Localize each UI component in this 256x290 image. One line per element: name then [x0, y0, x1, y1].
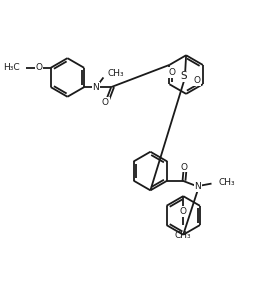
- Text: O: O: [102, 98, 109, 107]
- Text: CH₃: CH₃: [107, 69, 124, 78]
- Text: CH₃: CH₃: [218, 178, 235, 187]
- Text: N: N: [195, 182, 201, 191]
- Text: H₃C: H₃C: [3, 63, 20, 72]
- Text: N: N: [92, 83, 99, 92]
- Text: O: O: [168, 68, 175, 77]
- Text: O: O: [180, 207, 187, 216]
- Text: O: O: [36, 63, 43, 72]
- Text: S: S: [181, 72, 187, 81]
- Text: O: O: [193, 76, 200, 85]
- Text: O: O: [181, 163, 188, 172]
- Text: CH₃: CH₃: [175, 231, 191, 240]
